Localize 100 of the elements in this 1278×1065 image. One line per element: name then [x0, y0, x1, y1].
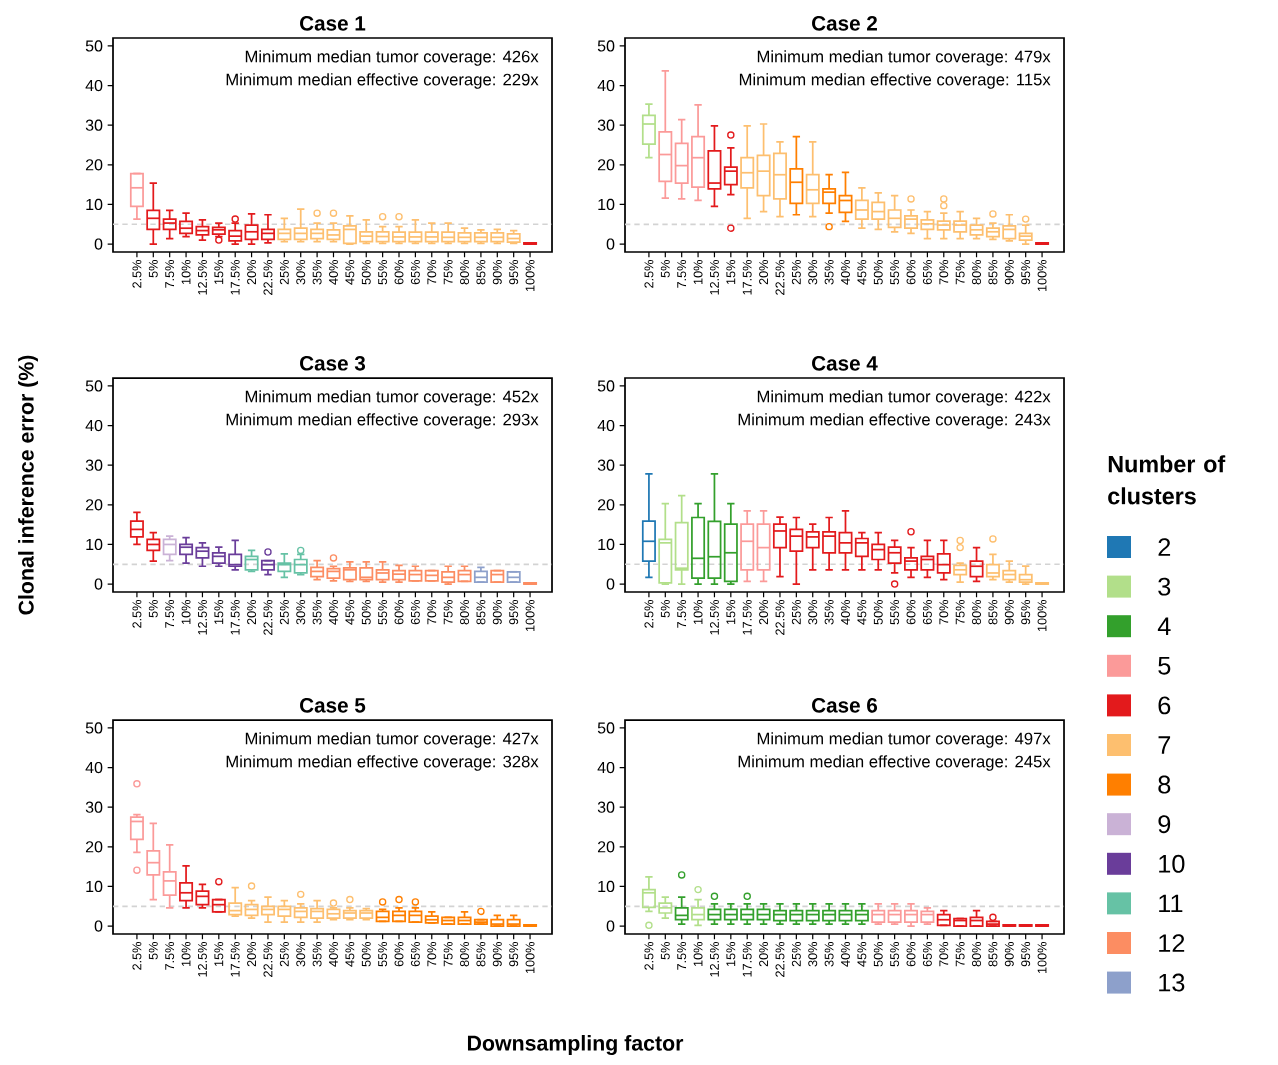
x-tick-label: 25%: [791, 260, 801, 285]
x-tick-label: 95%: [1021, 260, 1031, 285]
annotation: Minimum median effective coverage: 229x: [226, 73, 539, 89]
x-tick-label: 30%: [808, 942, 818, 967]
x-tick-label: 12.5%: [197, 600, 207, 635]
x-tick-label: 55%: [890, 260, 900, 285]
y-tick-label: 20: [85, 159, 103, 171]
x-tick-label: 15%: [214, 600, 224, 624]
legend-label: 12: [1159, 934, 1185, 952]
y-tick-label: 0: [94, 578, 103, 590]
x-tick-label: 10%: [693, 260, 703, 284]
x-tick-label: 65%: [922, 942, 932, 967]
x-tick-label: 10%: [181, 260, 191, 284]
x-tick-label: 12.5%: [709, 600, 719, 635]
y-tick-label: 40: [597, 79, 615, 92]
x-tick-label: 80%: [460, 260, 470, 285]
x-tick-label: 50%: [361, 942, 371, 967]
annotation: Minimum median tumor coverage: 427x: [245, 732, 539, 748]
annotation: Minimum median effective coverage: 115x: [739, 73, 1051, 89]
x-tick-label: 12.5%: [709, 942, 719, 977]
x-tick-label: 22.5%: [263, 260, 273, 295]
y-tick-label: 0: [94, 238, 103, 250]
x-tick-label: 90%: [1004, 942, 1014, 967]
y-tick-label: 10: [86, 198, 103, 211]
x-tick-label: 7.5%: [165, 260, 175, 288]
x-tick-label: 30%: [296, 260, 306, 285]
y-tick-label: 0: [606, 238, 615, 250]
y-tick-label: 10: [86, 538, 103, 551]
legend-label: 10: [1159, 854, 1185, 873]
y-tick-label: 20: [85, 841, 103, 853]
x-tick-label: 90%: [1004, 600, 1014, 625]
x-tick-label: 20%: [247, 942, 257, 967]
y-tick-label: 40: [597, 761, 615, 774]
legend-label: 2: [1158, 538, 1171, 556]
y-tick-label: 30: [85, 119, 103, 131]
y-tick-label: 50: [85, 40, 103, 52]
x-tick-label: 25%: [791, 600, 801, 625]
annotation: Minimum median effective coverage: 293x: [226, 413, 539, 429]
x-tick-label: 45%: [857, 942, 867, 967]
x-tick-label: 2.5%: [132, 260, 142, 288]
y-tick-label: 10: [598, 880, 615, 893]
x-tick-label: 17.5%: [230, 942, 240, 977]
legend-label: 4: [1157, 617, 1171, 635]
legend-label: 6: [1158, 696, 1171, 715]
y-tick-label: 40: [597, 419, 615, 432]
x-tick-label: 40%: [329, 260, 338, 285]
x-tick-label: 30%: [808, 260, 818, 285]
x-tick-label: 80%: [972, 260, 982, 285]
x-axis-title: Downsampling factor: [467, 1035, 684, 1055]
y-tick-label: 30: [597, 119, 615, 131]
x-tick-label: 80%: [460, 942, 470, 967]
x-tick-label: 45%: [857, 600, 867, 625]
x-tick-label: 10%: [181, 942, 191, 966]
x-tick-label: 50%: [361, 260, 371, 285]
x-tick-label: 2.5%: [132, 600, 142, 628]
x-tick-label: 40%: [841, 260, 850, 285]
y-tick-label: 40: [85, 419, 103, 432]
x-tick-label: 60%: [394, 600, 404, 625]
x-tick-label: 10%: [181, 600, 191, 624]
x-tick-label: 70%: [427, 260, 437, 285]
annotation: Minimum median tumor coverage: 497x: [757, 732, 1051, 748]
x-tick-label: 17.5%: [230, 600, 240, 635]
annotation: Minimum median tumor coverage: 479x: [757, 50, 1051, 66]
x-tick-label: 40%: [841, 942, 850, 967]
x-tick-label: 17.5%: [742, 942, 752, 977]
annotation: Minimum median tumor coverage: 426x: [245, 50, 539, 66]
legend-label: 8: [1158, 775, 1171, 794]
x-tick-label: 60%: [906, 942, 916, 967]
y-tick-label: 0: [606, 578, 615, 590]
x-tick-label: 30%: [296, 600, 306, 625]
x-tick-label: 20%: [759, 260, 769, 285]
x-tick-label: 45%: [857, 260, 867, 285]
x-tick-label: 35%: [824, 260, 834, 285]
x-tick-label: 65%: [410, 942, 420, 967]
x-tick-label: 17.5%: [742, 260, 752, 295]
x-tick-label: 45%: [345, 942, 355, 967]
annotation: Minimum median effective coverage: 328x: [226, 755, 539, 771]
x-tick-label: 95%: [1021, 942, 1031, 967]
y-tick-label: 50: [85, 722, 103, 734]
x-tick-label: 50%: [873, 600, 883, 625]
x-tick-label: 75%: [443, 260, 453, 285]
x-tick-label: 35%: [312, 260, 322, 285]
x-tick-label: 75%: [443, 600, 453, 625]
x-tick-label: 7.5%: [165, 942, 175, 970]
x-tick-label: 5%: [148, 260, 158, 278]
y-tick-label: 50: [597, 40, 615, 52]
x-tick-label: 85%: [988, 260, 998, 285]
x-tick-label: 7.5%: [677, 260, 687, 288]
x-tick-label: 60%: [394, 942, 404, 967]
x-tick-label: 100%: [525, 942, 535, 974]
x-tick-label: 12.5%: [709, 260, 719, 295]
x-tick-label: 100%: [1037, 260, 1047, 292]
x-tick-label: 22.5%: [775, 600, 785, 635]
x-tick-label: 70%: [427, 600, 437, 625]
chart-title: Case 3: [300, 355, 366, 371]
x-tick-label: 5%: [148, 942, 158, 960]
annotation: Minimum median effective coverage: 243x: [738, 413, 1051, 429]
x-tick-label: 30%: [296, 942, 306, 967]
y-tick-label: 50: [597, 722, 615, 734]
x-tick-label: 90%: [492, 600, 502, 625]
